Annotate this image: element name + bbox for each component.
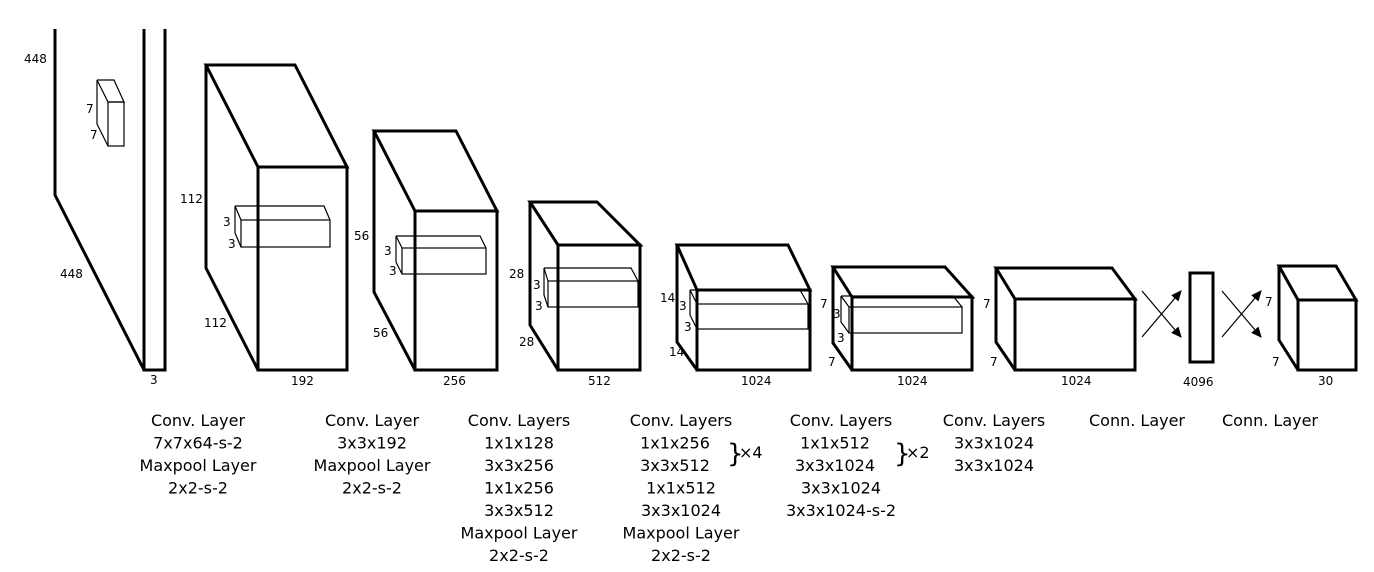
caption-line: 3x3x512: [640, 456, 710, 475]
dim-label: 3: [228, 237, 236, 251]
caption-line: Conn. Layer: [1222, 411, 1318, 430]
caption-line: 2x2-s-2: [168, 479, 228, 498]
dim-label: 7: [1272, 355, 1280, 369]
brace-icon: }: [894, 439, 911, 469]
dim-label: 448: [60, 267, 83, 281]
caption-line: 2x2-s-2: [651, 546, 711, 565]
layer-block-14: 14 14 1024 3 3: [660, 243, 813, 388]
dim-label: 3: [535, 299, 543, 313]
input-layer-block: 448 448 3 7 7: [24, 29, 167, 387]
dim-label: 1024: [897, 374, 928, 388]
caption-line: Conv. Layers: [468, 411, 570, 430]
caption-line: 1x1x256: [640, 434, 710, 453]
caption-line: Conv. Layers: [630, 411, 732, 430]
layer-block-56: 56 56 256 3 3: [354, 129, 500, 388]
dim-label: 7: [990, 355, 998, 369]
caption-line: 2x2-s-2: [489, 546, 549, 565]
caption-line: Maxpool Layer: [140, 456, 257, 475]
dim-label: 1024: [741, 374, 772, 388]
caption-line: 3x3x1024: [801, 479, 881, 498]
dim-label: 14: [669, 345, 684, 359]
dim-label: 512: [588, 374, 611, 388]
fc-layer-4096: 4096: [1183, 271, 1215, 389]
dim-label: 3: [389, 264, 397, 278]
repeat-x4: } ×4: [727, 439, 763, 469]
caption-line: Conv. Layers: [943, 411, 1045, 430]
dim-label: 14: [660, 291, 675, 305]
caption-line: 1x1x512: [646, 479, 716, 498]
dim-label: 7: [1265, 295, 1273, 309]
caption-line: 1x1x128: [484, 434, 554, 453]
kernel-7x7: [96, 79, 125, 147]
layer-block-7a: 7 7 1024 3 3: [820, 265, 976, 388]
fully-connected-arrows: [1221, 290, 1262, 338]
dim-label: 3: [150, 373, 158, 387]
caption-line: 3x3x256: [484, 456, 554, 475]
caption-line: 3x3x1024: [954, 456, 1034, 475]
caption-line: Conv. Layer: [151, 411, 246, 430]
caption-line: Conn. Layer: [1089, 411, 1185, 430]
caption-line: 1x1x512: [800, 434, 870, 453]
layer-captions: Conv. Layer 7x7x64-s-2 Maxpool Layer 2x2-s-…: [140, 411, 1319, 565]
dim-label: 7: [820, 297, 828, 311]
dim-label: 3: [223, 215, 231, 229]
caption-line: 3x3x1024: [795, 456, 875, 475]
layer-block-7b: 7 7 1024: [983, 266, 1138, 388]
fully-connected-arrows: [1141, 290, 1182, 338]
caption-line: Maxpool Layer: [314, 456, 431, 475]
repeat-count: ×4: [739, 443, 763, 462]
layer-block-28: 28 28 512 3 3: [509, 200, 644, 388]
dim-label: 3: [684, 320, 692, 334]
dim-label: 3: [679, 299, 687, 313]
dim-label: 3: [384, 244, 392, 258]
repeat-count: ×2: [906, 443, 930, 462]
dim-label: 3: [833, 307, 841, 321]
output-block-7x7x30: 7 7 30: [1265, 264, 1359, 388]
dim-label: 3: [533, 278, 541, 292]
caption-line: 3x3x192: [337, 434, 407, 453]
caption-line: Conv. Layer: [325, 411, 420, 430]
dim-label: 30: [1318, 374, 1333, 388]
dim-label: 112: [180, 192, 203, 206]
brace-icon: }: [727, 439, 744, 469]
dim-label: 3: [837, 331, 845, 345]
dim-label: 7: [983, 297, 991, 311]
dim-label: 448: [24, 52, 47, 66]
caption-line: Conv. Layers: [790, 411, 892, 430]
dim-label: 4096: [1183, 375, 1214, 389]
dim-label: 112: [204, 316, 227, 330]
dim-label: 256: [443, 374, 466, 388]
caption-line: 3x3x512: [484, 501, 554, 520]
dim-label: 28: [509, 267, 524, 281]
dim-label: 1024: [1061, 374, 1092, 388]
dim-label: 7: [828, 355, 836, 369]
layer-block-112: 112 112 192 3 3: [180, 63, 350, 388]
caption-line: 2x2-s-2: [342, 479, 402, 498]
caption-line: 1x1x256: [484, 479, 554, 498]
caption-line: Maxpool Layer: [461, 524, 578, 543]
dim-label: 7: [90, 128, 98, 142]
dim-label: 7: [86, 102, 94, 116]
caption-line: 3x3x1024: [641, 501, 721, 520]
dim-label: 56: [373, 326, 388, 340]
dim-label: 28: [519, 335, 534, 349]
caption-line: 7x7x64-s-2: [153, 434, 243, 453]
dim-label: 56: [354, 229, 369, 243]
dim-label: 192: [291, 374, 314, 388]
caption-line: 3x3x1024: [954, 434, 1034, 453]
caption-line: Maxpool Layer: [623, 524, 740, 543]
caption-line: 3x3x1024-s-2: [786, 501, 896, 520]
repeat-x2: } ×2: [894, 439, 930, 469]
